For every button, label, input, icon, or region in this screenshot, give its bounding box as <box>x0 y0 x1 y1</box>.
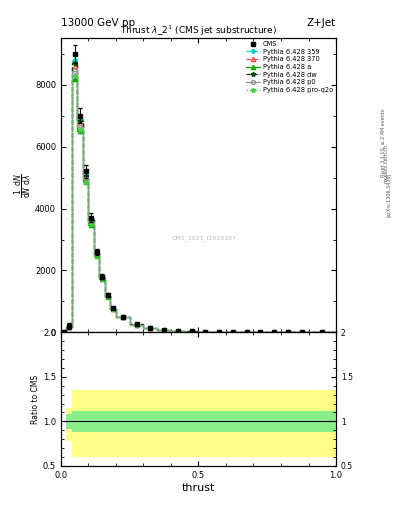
Text: mcplots.cern.ch: mcplots.cern.ch <box>384 144 388 183</box>
Y-axis label: $\frac{1}{\mathrm{d}N}\frac{\mathrm{d}N}{\mathrm{d}\lambda}$: $\frac{1}{\mathrm{d}N}\frac{\mathrm{d}N}… <box>12 173 33 198</box>
Y-axis label: Ratio to CMS: Ratio to CMS <box>31 375 40 424</box>
X-axis label: thrust: thrust <box>182 482 215 493</box>
Text: Rivet 3.1.10, ≥ 2.4M events: Rivet 3.1.10, ≥ 2.4M events <box>381 109 386 178</box>
Legend: CMS, Pythia 6.428 359, Pythia 6.428 370, Pythia 6.428 a, Pythia 6.428 dw, Pythia: CMS, Pythia 6.428 359, Pythia 6.428 370,… <box>245 40 334 94</box>
Title: Thrust $\lambda\_2^1$ (CMS jet substructure): Thrust $\lambda\_2^1$ (CMS jet substruct… <box>120 24 277 38</box>
Text: [arXiv:1306.3436]: [arXiv:1306.3436] <box>386 173 391 217</box>
Text: 13000 GeV pp: 13000 GeV pp <box>61 18 135 28</box>
Text: Z+Jet: Z+Jet <box>307 18 336 28</box>
Text: CMS_2021_I1920187: CMS_2021_I1920187 <box>171 236 237 241</box>
